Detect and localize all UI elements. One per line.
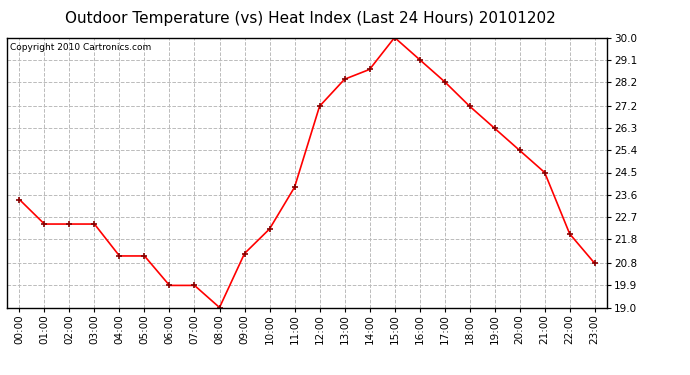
Text: Copyright 2010 Cartronics.com: Copyright 2010 Cartronics.com [10, 43, 151, 52]
Text: Outdoor Temperature (vs) Heat Index (Last 24 Hours) 20101202: Outdoor Temperature (vs) Heat Index (Las… [65, 11, 556, 26]
